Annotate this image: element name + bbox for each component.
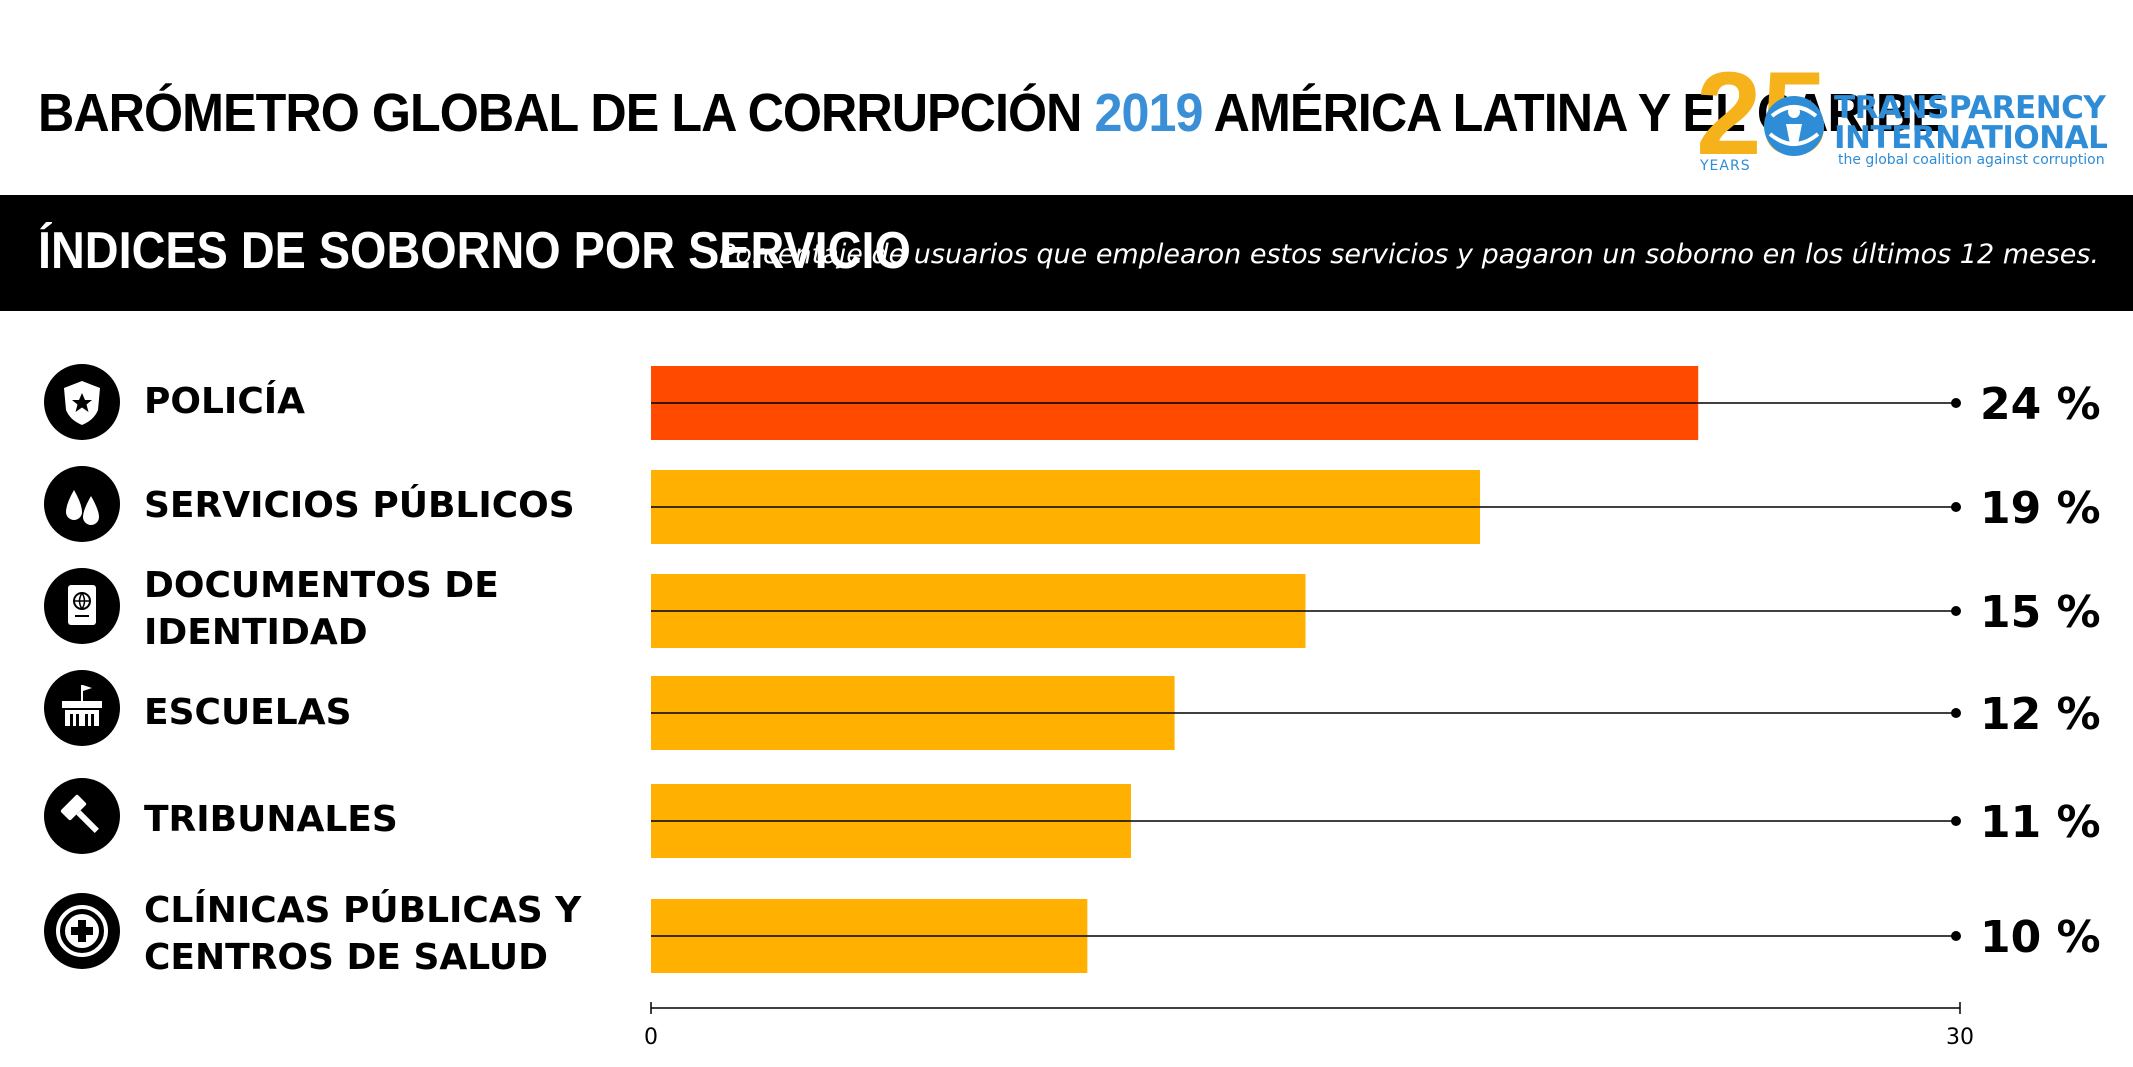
title-part1: BARÓMETRO GLOBAL DE LA CORRUPCIÓN <box>38 83 1095 143</box>
leader-dot-4 <box>1951 816 1961 826</box>
logo-years: YEARS <box>1700 158 1751 174</box>
logo-line2: INTERNATIONAL <box>1834 120 2108 156</box>
passport-icon <box>44 568 120 644</box>
x-tick-label-0: 0 <box>644 1025 658 1050</box>
logo-25-mark: 25 <box>1696 48 1827 176</box>
title-year: 2019 <box>1094 83 1203 143</box>
row-label-servicios-publicos: SERVICIOS PÚBLICOS <box>144 485 575 526</box>
row-label-documentos: DOCUMENTOS DE IDENTIDAD <box>144 565 499 653</box>
row-label-tribunales: TRIBUNALES <box>144 799 398 840</box>
leader-dot-5 <box>1951 931 1961 941</box>
section-subtitle: Porcentaje de usuarios que emplearon est… <box>719 239 2099 270</box>
row-label-clinicas: CLÍNICAS PÚBLICAS Y CENTROS DE SALUD <box>144 890 582 978</box>
value-label-4: 11 % <box>1980 797 2101 848</box>
school-icon <box>44 670 120 746</box>
value-label-3: 12 % <box>1980 689 2101 740</box>
x-tick-label-1: 30 <box>1946 1025 1974 1050</box>
value-label-2: 15 % <box>1980 587 2101 638</box>
leader-dot-2 <box>1951 606 1961 616</box>
value-label-1: 19 % <box>1980 483 2101 534</box>
leader-dot-0 <box>1951 398 1961 408</box>
value-label-0: 24 % <box>1980 379 2101 430</box>
row-label-policia: POLICÍA <box>144 381 305 422</box>
row-label-escuelas: ESCUELAS <box>144 692 352 733</box>
police-badge-icon <box>44 364 120 440</box>
logo-tagline: the global coalition against corruption <box>1838 152 2105 168</box>
leader-dot-1 <box>1951 502 1961 512</box>
leader-dot-3 <box>1951 708 1961 718</box>
value-label-5: 10 % <box>1980 912 2101 963</box>
gavel-icon <box>44 778 120 854</box>
medical-cross-icon <box>44 893 120 969</box>
transparency-international-logo: 25 YEARS TRANSPARENCY INTERNATIONAL the … <box>1696 46 2108 176</box>
water-drops-icon <box>44 466 120 542</box>
section-title: ÍNDICES DE SOBORNO POR SERVICIO <box>38 222 911 280</box>
section-banner: ÍNDICES DE SOBORNO POR SERVICIO Porcenta… <box>0 195 2133 311</box>
logo-line1: TRANSPARENCY <box>1834 90 2106 126</box>
